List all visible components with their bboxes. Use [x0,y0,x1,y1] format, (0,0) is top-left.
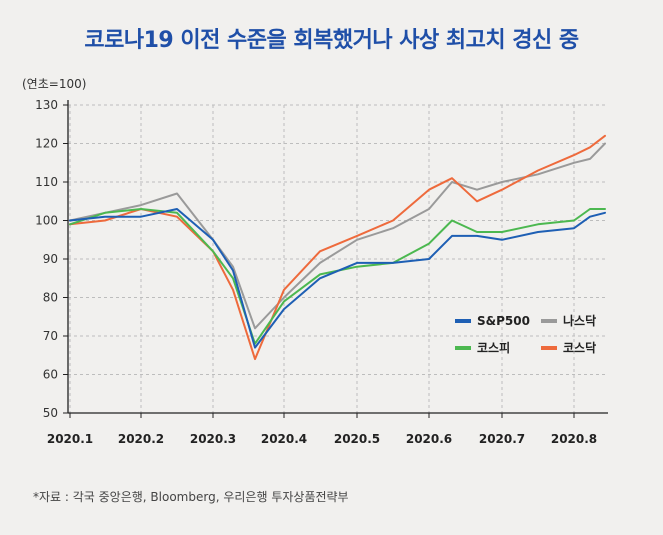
x-tick-label: 2020.4 [261,432,307,446]
x-tick-labels: 2020.1 2020.2 2020.3 2020.4 2020.5 2020.6 2020… [47,432,597,446]
x-tick-label: 2020.7 [479,432,525,446]
series-line [69,208,606,349]
series-lines [69,134,606,361]
x-tick-label: 2020.8 [551,432,597,446]
y-tick-label: 70 [43,329,58,343]
x-tick-label: 2020.3 [190,432,236,446]
legend-label: 코스닥 [563,340,596,355]
y-tick-label: 50 [43,406,58,420]
legend-label: 나스닥 [563,313,596,328]
x-tick-label: 2020.1 [47,432,93,446]
y-tick-labels: 50 60 70 80 90 100 110 120 130 [35,98,58,420]
series-line [69,142,606,330]
x-tick-label: 2020.2 [118,432,164,446]
source-note: *자료 : 각국 중앙은행, Bloomberg, 우리은행 투자상품전략부 [33,490,349,504]
series-line [69,134,606,361]
x-tick-label: 2020.6 [406,432,452,446]
chart-title: 코로나19 이전 수준을 회복했거나 사상 최고치 경신 중 [84,28,579,53]
y-tick-label: 120 [35,137,58,151]
y-tick-label: 80 [43,291,58,305]
series-line [69,208,606,345]
y-tick-label: 110 [35,175,58,189]
y-tick-label: 100 [35,214,58,228]
x-tick-label: 2020.5 [334,432,380,446]
y-tick-label: 60 [43,368,58,382]
y-tick-label: 90 [43,252,58,266]
legend-label: 코스피 [477,340,510,355]
y-tick-label: 130 [35,98,58,112]
grid-lines [68,104,608,413]
axes [63,100,608,418]
legend-label: S&P500 [477,314,530,328]
y-axis-unit-label: (연초=100) [22,77,87,91]
